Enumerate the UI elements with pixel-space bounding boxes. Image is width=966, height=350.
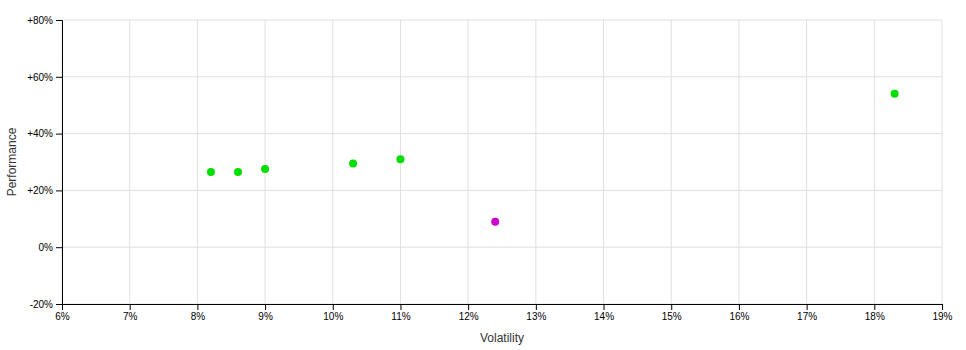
grid-line-x — [603, 20, 604, 304]
tick-mark — [333, 304, 334, 310]
tick: -20% — [30, 299, 62, 310]
tick: 0% — [39, 242, 62, 253]
tick-label: 17% — [797, 311, 817, 322]
tick-label: +40% — [27, 128, 53, 139]
tick: 14% — [594, 304, 614, 322]
axis-line — [56, 21, 63, 305]
axis-line — [63, 305, 943, 311]
tick: +20% — [27, 185, 62, 196]
grid-line-x — [671, 20, 672, 304]
tick-mark — [56, 20, 62, 21]
tick: +40% — [27, 128, 62, 139]
grid-line-x — [129, 20, 130, 304]
grid-line-y — [62, 133, 942, 134]
tick: 9% — [258, 304, 273, 322]
tick-mark — [56, 247, 62, 248]
plot-area: 6% 7% 8% 9% 10% 11% 12% 13% 14% 15% 16% 17% 18% 19% -2… — [27, 15, 952, 322]
grid-line-x — [197, 20, 198, 304]
grid-line-x — [738, 20, 739, 304]
point — [261, 165, 269, 173]
tick: 13% — [526, 304, 546, 322]
tick-mark — [56, 304, 62, 305]
tick-label: 7% — [123, 311, 138, 322]
point — [491, 218, 499, 226]
series — [491, 218, 499, 226]
grid-line-x — [806, 20, 807, 304]
tick-label: 19% — [932, 311, 952, 322]
point — [234, 168, 242, 176]
tick: 8% — [191, 304, 206, 322]
tick-label: 16% — [729, 311, 749, 322]
tick-label: +20% — [27, 185, 53, 196]
tick-label: 13% — [526, 311, 546, 322]
tick-mark — [400, 304, 401, 310]
point — [349, 159, 357, 167]
x-axis: 6% 7% 8% 9% 10% 11% 12% 13% 14% 15% 16% 17% 18% 19% — [55, 304, 952, 322]
tick-label: 0% — [39, 242, 54, 253]
x-axis-title: Volatility — [480, 331, 524, 345]
grid-line-x — [874, 20, 875, 304]
tick-label: 14% — [594, 311, 614, 322]
tick-mark — [942, 304, 943, 310]
tick-mark — [265, 304, 266, 310]
tick-label: +80% — [27, 15, 53, 26]
tick: +80% — [27, 15, 62, 26]
chart-container: 6% 7% 8% 9% 10% 11% 12% 13% 14% 15% 16% 17% 18% 19% -2… — [0, 0, 966, 350]
y-axis: -20% 0% +20% +40% +60% +80% — [27, 15, 62, 310]
tick-label: -20% — [30, 299, 53, 310]
tick: 10% — [323, 304, 343, 322]
tick-mark — [874, 304, 875, 310]
tick-label: 18% — [865, 311, 885, 322]
tick-label: 10% — [323, 311, 343, 322]
grid-line-y — [62, 247, 942, 248]
point — [891, 90, 899, 98]
tick-label: 8% — [191, 311, 206, 322]
tick: 17% — [797, 304, 817, 322]
tick: 15% — [662, 304, 682, 322]
grid-line-y — [62, 76, 942, 77]
tick-label: 9% — [258, 311, 273, 322]
tick-label: 15% — [662, 311, 682, 322]
tick: 6% — [55, 304, 70, 322]
tick-label: 11% — [391, 311, 410, 322]
tick-mark — [671, 304, 672, 310]
point — [396, 155, 404, 163]
y-axis-title: Performance — [5, 127, 19, 196]
tick-mark — [468, 304, 469, 310]
tick-mark — [807, 304, 808, 310]
tick-label: +60% — [27, 72, 53, 83]
grid-line-x — [468, 20, 469, 304]
grid-line-x — [535, 20, 536, 304]
chart-svg: 6% 7% 8% 9% 10% 11% 12% 13% 14% 15% 16% 17% 18% 19% -2… — [0, 0, 966, 350]
tick-mark — [130, 304, 131, 310]
point — [207, 168, 215, 176]
series — [207, 90, 899, 176]
grid-line-x — [265, 20, 266, 304]
tick-mark — [56, 134, 62, 135]
tick-mark — [197, 304, 198, 310]
grid-line-x — [332, 20, 333, 304]
tick-mark — [56, 77, 62, 78]
tick: 19% — [932, 304, 952, 322]
tick-label: 6% — [55, 311, 70, 322]
tick: 12% — [459, 304, 479, 322]
tick: 11% — [391, 304, 410, 322]
tick: 16% — [729, 304, 749, 322]
grid-line-y — [62, 20, 942, 21]
tick: 18% — [865, 304, 885, 322]
grid-line-y — [62, 190, 942, 191]
points — [207, 90, 899, 226]
grid-line-x — [942, 20, 943, 304]
tick-mark — [536, 304, 537, 310]
tick: +60% — [27, 72, 62, 83]
tick-mark — [739, 304, 740, 310]
tick: 7% — [123, 304, 138, 322]
tick-label: 12% — [459, 311, 479, 322]
tick-mark — [56, 190, 62, 191]
grid — [62, 20, 942, 304]
tick-mark — [604, 304, 605, 310]
